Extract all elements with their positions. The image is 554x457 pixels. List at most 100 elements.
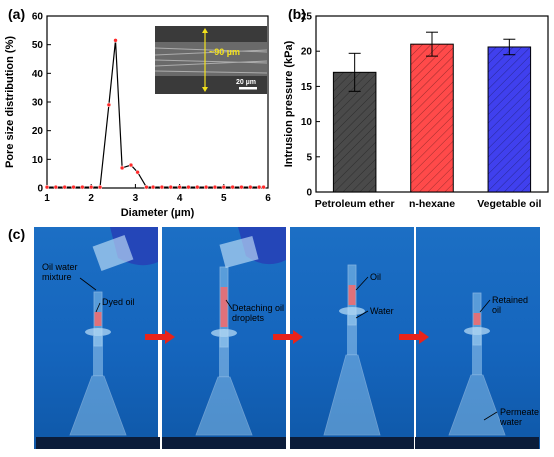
label-pointer <box>483 411 498 421</box>
data-point <box>212 184 218 190</box>
data-point <box>256 184 262 190</box>
y-tick-label: 5 <box>306 152 312 163</box>
data-point <box>97 184 103 190</box>
pouring-beaker <box>219 236 259 268</box>
panel-label-a: (a) <box>8 6 26 22</box>
data-point <box>88 184 94 190</box>
panel-label-c: (c) <box>8 226 26 242</box>
y-tick-label: 10 <box>301 117 313 128</box>
label-oil-water-mixture: Oil water mixture <box>42 262 78 282</box>
data-point <box>261 184 266 190</box>
bar-hatch <box>333 72 376 192</box>
data-point <box>248 184 253 190</box>
data-point <box>113 38 118 43</box>
label-detaching-oil-droplets-text: Detaching oil droplets <box>232 303 285 323</box>
y-tick-label: 30 <box>32 98 44 109</box>
y-tick-label: 0 <box>37 184 43 195</box>
x-axis-label: Diameter (µm) <box>121 207 195 219</box>
category-label: Vegetable oil <box>477 198 541 210</box>
panel-label-b: (b) <box>288 6 306 22</box>
label-detaching-oil-droplets: Detaching oil droplets <box>232 303 284 323</box>
bench <box>290 437 414 449</box>
clamp-joint <box>85 328 111 336</box>
data-point <box>106 102 112 108</box>
data-point <box>53 184 59 190</box>
label-pointer <box>79 277 97 291</box>
filter-stem <box>219 337 229 377</box>
label-dyed-oil: Dyed oil <box>102 297 135 307</box>
conical-flask <box>69 375 127 436</box>
bench <box>415 437 539 449</box>
x-tick-label: 3 <box>133 193 139 204</box>
y-tick-label: 0 <box>306 188 312 199</box>
label-retained-oil-text: Retained oil <box>492 295 529 315</box>
data-point <box>177 184 182 190</box>
step-arrow-3 <box>399 330 429 344</box>
category-label: Petroleum ether <box>315 198 395 210</box>
y-tick-label: 10 <box>32 155 44 166</box>
filtration-apparatus <box>290 264 414 449</box>
data-point <box>203 184 209 190</box>
filtration-apparatus <box>162 266 286 449</box>
oil-column <box>94 312 102 326</box>
bar-hatch <box>488 46 531 193</box>
label-pointer <box>355 310 369 319</box>
step-arrow-2 <box>273 330 303 344</box>
x-tick-label: 2 <box>88 193 94 204</box>
step-arrow-1 <box>145 330 175 344</box>
y-axis-label: Pore size distribution (%) <box>4 36 16 168</box>
label-pointer <box>225 299 233 310</box>
filter-stem <box>93 336 103 376</box>
pouring-beaker <box>92 234 134 272</box>
label-permeate-water-text: Permeate water <box>500 407 540 427</box>
x-tick-label: 6 <box>265 193 271 204</box>
filter-stem <box>472 335 482 375</box>
data-point <box>186 184 191 190</box>
label-pointer <box>355 276 369 291</box>
y-tick-label: 20 <box>301 47 313 58</box>
data-point <box>128 162 134 168</box>
sem-fiber-texture <box>154 47 268 74</box>
label-oil: Oil <box>370 272 381 282</box>
oil-column <box>220 287 228 327</box>
step-arrow-shape <box>273 330 303 344</box>
step-arrow-shape <box>145 330 175 344</box>
data-point <box>150 184 156 190</box>
filter-stem <box>347 315 357 355</box>
bench <box>36 437 160 449</box>
y-tick-label: 50 <box>32 40 44 51</box>
data-point <box>239 184 244 190</box>
scale-bar <box>239 87 257 90</box>
conical-flask <box>323 354 381 436</box>
y-tick-label: 20 <box>32 126 44 137</box>
oil-column <box>348 285 356 305</box>
data-point <box>71 184 76 190</box>
data-point <box>159 184 165 190</box>
y-axis-label: Intrusion pressure (kPa) <box>283 40 295 167</box>
x-tick-label: 5 <box>221 193 227 204</box>
data-point <box>168 184 174 190</box>
clamp-joint <box>211 329 237 337</box>
category-label: n-hexane <box>409 198 455 210</box>
y-tick-label: 40 <box>32 69 44 80</box>
conical-flask <box>195 376 253 436</box>
label-retained-oil: Retained oil <box>492 295 528 315</box>
chart-b: 0 5 10 15 20 25 Intrusion pressure (kPa) Petrol… <box>283 12 549 210</box>
oil-column <box>473 313 481 325</box>
thickness-arrow-head-top <box>202 28 208 33</box>
y-tick-label: 60 <box>32 12 44 23</box>
data-point <box>62 184 67 190</box>
data-point <box>144 184 149 190</box>
sem-inset: ~90 µm 20 µm <box>154 26 268 94</box>
step-arrow-shape <box>399 330 429 344</box>
data-point <box>119 165 125 171</box>
data-point <box>44 184 50 190</box>
x-tick-label: 1 <box>44 193 50 204</box>
data-point <box>195 184 200 190</box>
thickness-annotation: ~90 µm <box>209 47 240 57</box>
data-point <box>80 184 85 190</box>
label-oil-water-mixture-text: Oil water mixture <box>42 262 78 282</box>
bench <box>162 437 286 449</box>
